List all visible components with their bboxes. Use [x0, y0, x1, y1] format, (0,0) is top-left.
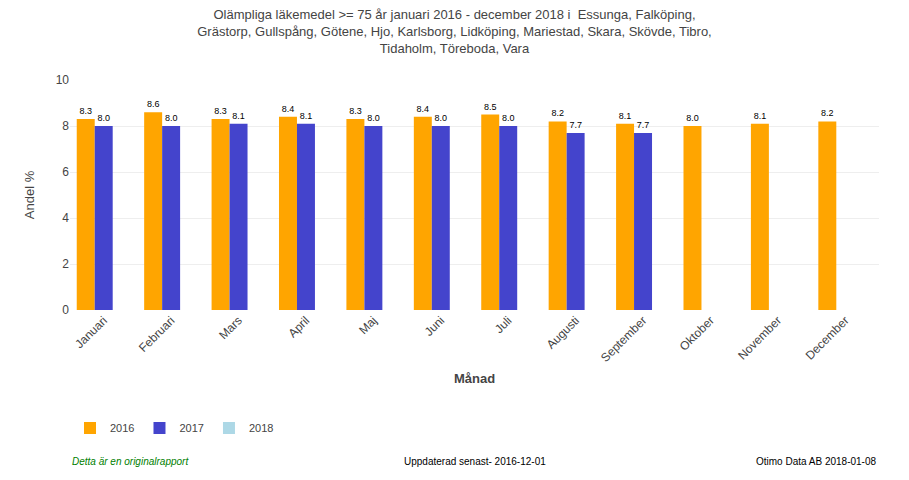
- svg-text:8: 8: [62, 119, 69, 133]
- svg-text:Månad: Månad: [454, 371, 495, 386]
- svg-text:2017: 2017: [179, 422, 203, 434]
- svg-text:2: 2: [62, 257, 69, 271]
- svg-text:September: September: [598, 313, 649, 364]
- svg-text:Februari: Februari: [136, 313, 177, 354]
- svg-text:Januari: Januari: [72, 313, 110, 351]
- svg-text:8.0: 8.0: [165, 113, 178, 123]
- svg-text:Juli: Juli: [492, 313, 515, 336]
- svg-text:4: 4: [62, 211, 69, 225]
- svg-text:2018: 2018: [249, 422, 273, 434]
- svg-text:8.0: 8.0: [502, 113, 515, 123]
- svg-text:8.0: 8.0: [97, 113, 110, 123]
- svg-text:Oktober: Oktober: [677, 313, 717, 353]
- svg-text:Juni: Juni: [422, 313, 447, 338]
- svg-text:8.1: 8.1: [754, 111, 767, 121]
- svg-text:8.0: 8.0: [367, 113, 380, 123]
- svg-text:8.1: 8.1: [232, 111, 245, 121]
- svg-text:8.3: 8.3: [214, 106, 227, 116]
- svg-text:2016: 2016: [110, 422, 134, 434]
- svg-text:Uppdaterad senast- 2016-12-01: Uppdaterad senast- 2016-12-01: [404, 456, 546, 467]
- svg-text:Maj: Maj: [356, 313, 380, 337]
- svg-text:8.3: 8.3: [79, 106, 92, 116]
- svg-text:8.6: 8.6: [147, 99, 160, 109]
- svg-text:8.3: 8.3: [349, 106, 362, 116]
- svg-text:10: 10: [56, 73, 70, 87]
- svg-text:Olämpliga läkemedel >= 75 år j: Olämpliga läkemedel >= 75 år januari 201…: [197, 7, 711, 56]
- svg-text:8.5: 8.5: [484, 102, 497, 112]
- svg-text:7.7: 7.7: [569, 120, 582, 130]
- svg-text:0: 0: [62, 303, 69, 317]
- svg-text:Augusti: Augusti: [544, 313, 582, 351]
- svg-text:December: December: [803, 313, 852, 362]
- svg-text:April: April: [285, 313, 312, 340]
- svg-text:Andel %: Andel %: [22, 170, 37, 219]
- svg-text:Otimo Data AB 2018-01-08: Otimo Data AB 2018-01-08: [756, 456, 877, 467]
- svg-text:7.7: 7.7: [637, 120, 650, 130]
- svg-text:8.0: 8.0: [435, 113, 448, 123]
- svg-text:6: 6: [62, 165, 69, 179]
- svg-text:Detta är en originalrapport: Detta är en originalrapport: [72, 456, 189, 467]
- svg-text:8.4: 8.4: [282, 104, 295, 114]
- svg-text:8.1: 8.1: [300, 111, 313, 121]
- svg-text:8.2: 8.2: [551, 108, 564, 118]
- svg-text:November: November: [735, 313, 784, 362]
- svg-text:8.0: 8.0: [686, 113, 699, 123]
- svg-text:8.4: 8.4: [417, 104, 430, 114]
- svg-text:Mars: Mars: [216, 313, 245, 342]
- svg-text:8.1: 8.1: [619, 111, 632, 121]
- svg-text:8.2: 8.2: [821, 108, 834, 118]
